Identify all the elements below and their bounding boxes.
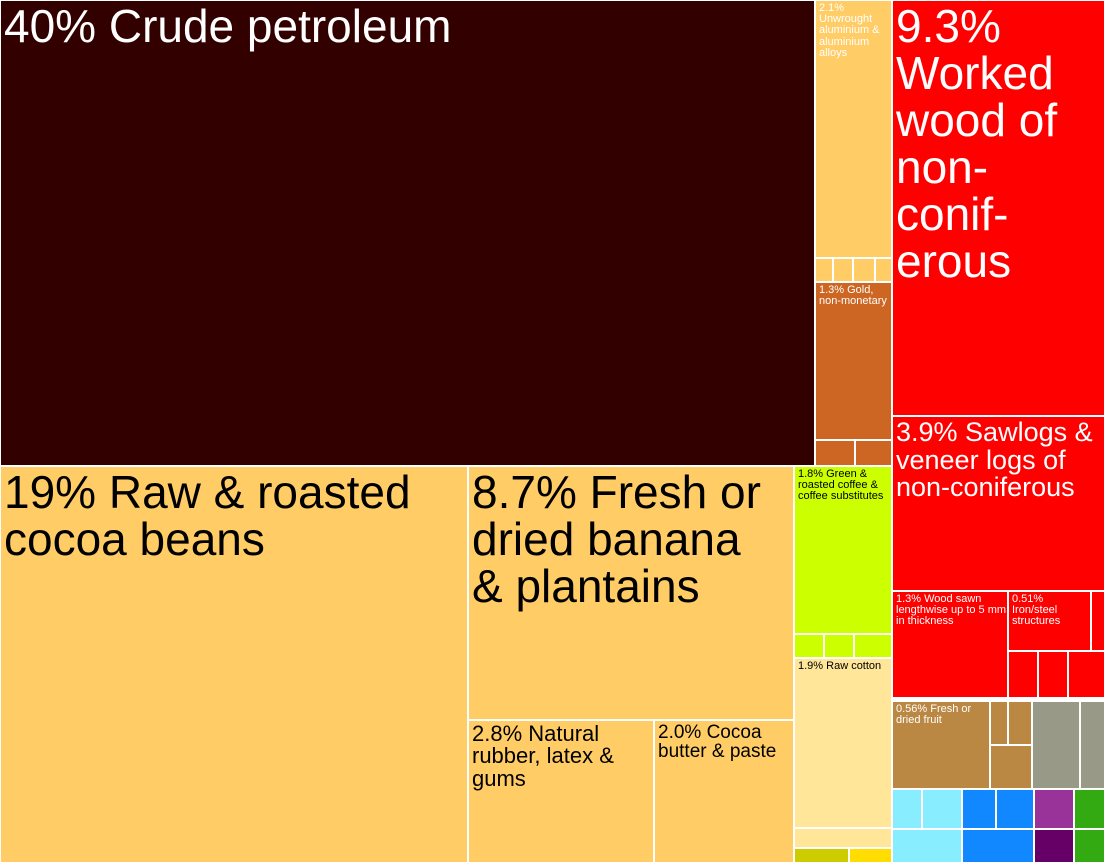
treemap-tile: 1.3% Wood sawn lengthwise up to 5 mm in … [892,591,1008,698]
minor-product-tile [892,789,922,829]
treemap-tile: 0.56% Fresh or dried fruit [892,701,990,789]
minor-product-tile [815,440,855,466]
minor-product-tile [833,258,853,282]
tile-label: 0.51% Iron/steel structures [1012,593,1061,628]
tile-label: 1.3% Wood sawn lengthwise up to 5 mm in … [896,593,1007,628]
tile-label: 1.3% Gold, non-monetary [819,284,887,308]
minor-product-tile [1091,591,1105,651]
treemap-tile: 1.3% Gold, non-monetary [815,282,892,440]
tile-label: 2.8% Natural rubber, latex & gums [472,721,614,791]
minor-product-tile [824,634,854,658]
minor-product-tile [990,701,1008,745]
minor-product-tile [1038,651,1068,698]
minor-product-tile [1074,829,1105,863]
treemap-tile: 9.3% Worked wood of non-conif-erous [892,0,1105,416]
treemap-tile: 3.9% Sawlogs & veneer logs of non-conife… [892,416,1105,591]
treemap-tile: 2.8% Natural rubber, latex & gums [468,720,654,863]
tile-label: 19% Raw & roasted cocoa beans [4,466,411,565]
minor-product-tile [1080,701,1105,789]
minor-product-tile [875,258,892,282]
treemap-tile: 40% Crude petroleum [0,0,815,466]
minor-product-tile [849,848,892,863]
tile-label: 1.9% Raw cotton [798,660,882,672]
tile-label: 9.3% Worked wood of non-conif-erous [896,0,1058,287]
minor-product-tile [1074,789,1105,829]
minor-product-tile [1032,701,1080,789]
minor-product-tile [815,258,833,282]
minor-product-tile [990,745,1032,789]
minor-product-tile [854,634,892,658]
minor-product-tile [962,789,996,829]
treemap-tile: 8.7% Fresh or dried banana & plantains [468,466,794,720]
minor-product-tile [922,789,962,829]
treemap-tile: 2.1% Unwrought aluminium & aluminium all… [815,0,892,258]
treemap-tile: 19% Raw & roasted cocoa beans [0,466,468,863]
tile-label: 8.7% Fresh or dried banana & plantains [472,466,761,612]
minor-product-tile [892,829,962,863]
minor-product-tile [962,829,1034,863]
tile-label: 2.1% Unwrought aluminium & aluminium all… [819,2,880,59]
minor-product-tile [1008,701,1032,745]
minor-product-tile [1068,651,1105,698]
minor-product-tile [1008,651,1038,698]
minor-product-tile [794,828,892,848]
tile-label: 1.8% Green & roasted coffee & coffee sub… [798,468,884,503]
tile-label: 0.56% Fresh or dried fruit [896,703,972,727]
minor-product-tile [794,634,824,658]
minor-product-tile [1034,789,1074,829]
treemap-tile: 0.51% Iron/steel structures [1008,591,1091,651]
minor-product-tile [855,440,892,466]
treemap-tile: 2.0% Cocoa butter & paste [654,720,794,863]
minor-product-tile [853,258,875,282]
tile-label: 2.0% Cocoa butter & paste [658,722,777,763]
treemap-tile: 1.9% Raw cotton [794,658,892,828]
minor-product-tile [794,848,849,863]
minor-product-tile [1034,829,1074,863]
minor-product-tile [996,789,1034,829]
tile-label: 3.9% Sawlogs & veneer logs of non-conife… [896,417,1093,503]
treemap-tile: 1.8% Green & roasted coffee & coffee sub… [794,466,892,634]
tile-label: 40% Crude petroleum [4,0,452,52]
